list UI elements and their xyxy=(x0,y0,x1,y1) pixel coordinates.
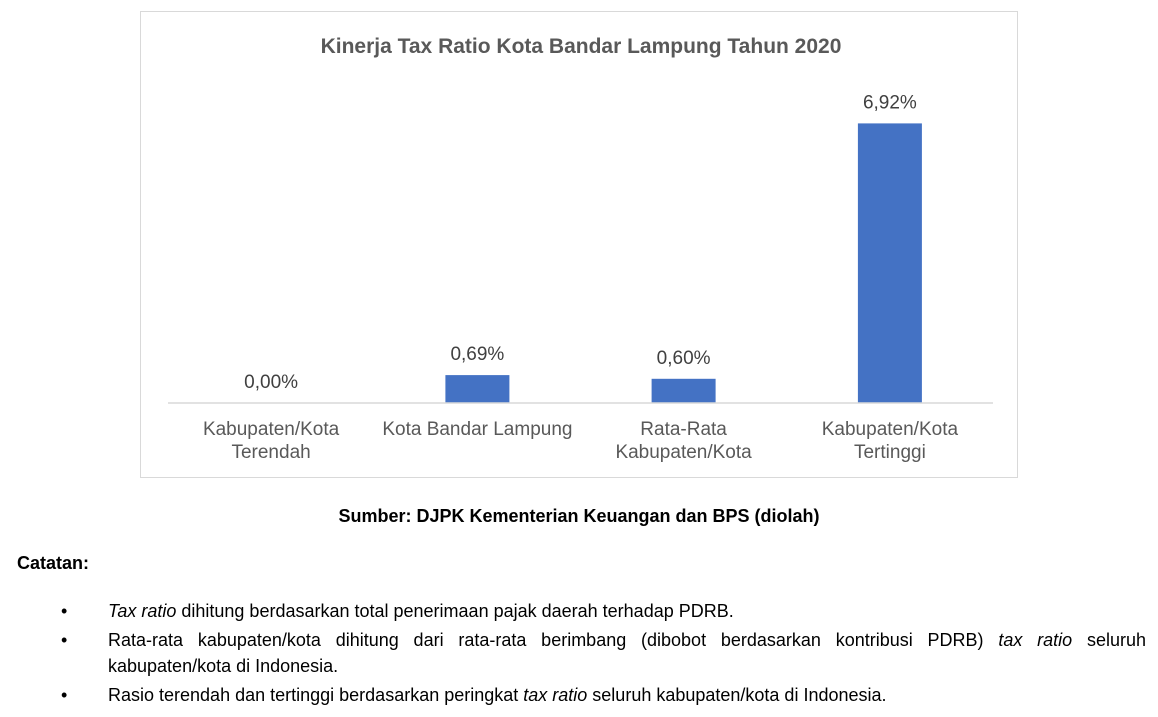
note-text: seluruh kabupaten/kota di Indonesia. xyxy=(587,685,887,705)
chart-title: Kinerja Tax Ratio Kota Bandar Lampung Ta… xyxy=(321,35,842,58)
x-tick-label-1: Kota Bandar Lampung xyxy=(382,419,572,440)
x-tick-label-line: Kabupaten/Kota xyxy=(615,442,752,463)
x-tick-label-line: Kabupaten/Kota xyxy=(203,419,340,440)
note-italic-term: Tax ratio xyxy=(108,601,177,621)
data-label-1: 0,69% xyxy=(450,344,504,365)
bar-1 xyxy=(445,375,510,403)
note-italic-term: tax ratio xyxy=(998,630,1073,650)
notes-list: • Tax ratio dihitung berdasarkan total pe… xyxy=(0,598,1158,711)
bullet-icon: • xyxy=(61,630,68,650)
bar-3 xyxy=(857,123,922,404)
bar-chart: Kinerja Tax Ratio Kota Bandar Lampung Ta… xyxy=(168,35,993,463)
note-italic-term: tax ratio xyxy=(523,685,588,705)
bullet-icon: • xyxy=(61,601,68,621)
note-text: Rata-rata kabupaten/kota dihitung dari r… xyxy=(108,630,999,650)
note-text: Rasio terendah dan tertinggi berdasarkan… xyxy=(108,685,524,705)
note-item: • Tax ratio dihitung berdasarkan total pe… xyxy=(0,598,1158,624)
note-text: seluruh kabupaten/kota di Indonesia. xyxy=(108,630,1146,676)
x-tick-label-line: Terendah xyxy=(231,442,310,463)
x-tick-label-line: Kabupaten/Kota xyxy=(822,419,959,440)
x-tick-label-line: Tertinggi xyxy=(854,442,926,463)
bullet-icon: • xyxy=(61,685,68,705)
x-tick-label-2: Rata-Rata Kabupaten/Kota xyxy=(615,419,752,463)
data-label-2: 0,60% xyxy=(657,348,711,369)
data-labels-layer: 0,00% 0,69% 0,60% 6,92% xyxy=(244,92,917,393)
data-label-0: 0,00% xyxy=(244,372,298,393)
x-tick-label-line: Rata-Rata xyxy=(640,419,727,440)
bars-layer xyxy=(445,123,922,404)
x-tick-label-0: Kabupaten/Kota Terendah xyxy=(203,419,340,463)
x-tick-label-line: Kota Bandar Lampung xyxy=(382,419,572,440)
x-tick-label-3: Kabupaten/Kota Tertinggi xyxy=(822,419,959,463)
bar-2 xyxy=(651,378,716,403)
note-text: dihitung berdasarkan total penerimaan pa… xyxy=(176,601,734,621)
data-label-3: 6,92% xyxy=(863,92,917,113)
note-item: • Rasio terendah dan tertinggi berdasarka… xyxy=(0,682,1158,708)
chart-frame: Kinerja Tax Ratio Kota Bandar Lampung Ta… xyxy=(140,11,1018,478)
source-note: Sumber: DJPK Kementerian Keuangan dan BP… xyxy=(338,506,820,526)
notes-heading: Catatan: xyxy=(17,553,90,573)
note-item: • Rata-rata kabupaten/kota dihitung dari … xyxy=(0,627,1158,679)
